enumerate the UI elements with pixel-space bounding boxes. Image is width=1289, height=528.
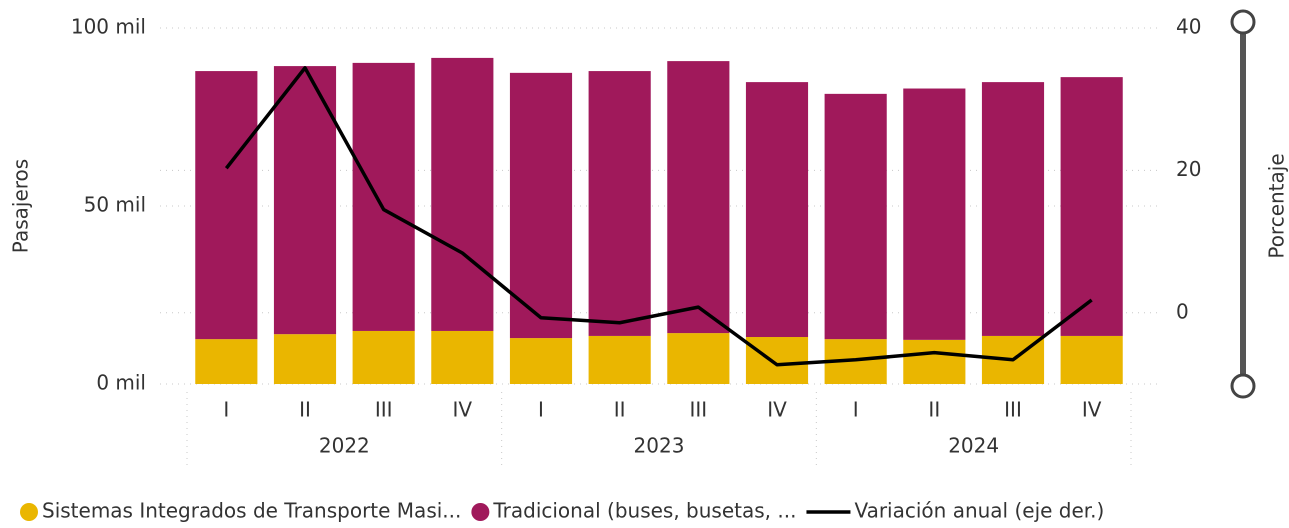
y-tick-label: 50 mil (84, 193, 146, 217)
x-tick-label: I (223, 398, 229, 422)
y2-tick-label: 40 (1176, 15, 1201, 39)
bar-segment (588, 71, 651, 336)
bar-segment (745, 337, 809, 384)
legend-label: Sistemas Integrados de Transporte Masi..… (42, 499, 461, 523)
legend-label: Tradicional (buses, busetas, ... (492, 499, 796, 523)
x-tick-label: IV (767, 398, 787, 422)
bar-segment (431, 57, 494, 331)
bar-segment (745, 82, 809, 338)
x-tick-label: III (689, 398, 707, 422)
bar-segment (195, 71, 258, 340)
bar-segment (903, 339, 966, 384)
x-tick-label: IV (453, 398, 473, 422)
y2-tick-label: 20 (1176, 157, 1201, 181)
x-tick-label: I (538, 398, 544, 422)
y-axis-title: Pasajeros (9, 159, 33, 253)
bar-segment (1060, 77, 1123, 336)
legend-label: Variación anual (eje der.) (854, 499, 1104, 523)
x-tick-label: II (928, 398, 940, 422)
y-tick-label: 0 mil (96, 371, 146, 395)
bar-segment (273, 334, 337, 384)
x-group-label: 2023 (634, 434, 685, 458)
bar-segment (667, 333, 730, 384)
legend-swatch (471, 503, 490, 521)
bar-segment (509, 72, 573, 339)
y-tick-label: 100 mil (71, 15, 146, 39)
bar-segment (509, 338, 573, 384)
y2-axis-title: Porcentaje (1265, 153, 1289, 258)
bar-segment (588, 335, 651, 384)
slider-handle[interactable] (1230, 373, 1256, 399)
line (224, 66, 1093, 367)
slider-handle[interactable] (1230, 9, 1256, 35)
bar-segment (352, 330, 415, 384)
bar-segment (352, 62, 415, 331)
bar-segment (981, 82, 1045, 336)
x-tick-label: II (299, 398, 311, 422)
bar-segment (667, 61, 730, 334)
bar-segment (824, 93, 887, 340)
bar-segment (1060, 335, 1123, 384)
x-group-label: 2024 (948, 434, 999, 458)
x-tick-label: III (1004, 398, 1022, 422)
bar-segment (195, 339, 258, 384)
y2-tick-label: 0 (1176, 299, 1189, 323)
bar-segment (431, 330, 494, 384)
bar-segment (903, 88, 966, 340)
x-group-label: 2022 (319, 434, 370, 458)
x-tick-label: II (614, 398, 626, 422)
x-tick-label: III (375, 398, 393, 422)
x-tick-label: IV (1082, 398, 1102, 422)
x-tick-label: I (853, 398, 859, 422)
legend-swatch (20, 503, 38, 521)
bar-segment (273, 66, 337, 335)
